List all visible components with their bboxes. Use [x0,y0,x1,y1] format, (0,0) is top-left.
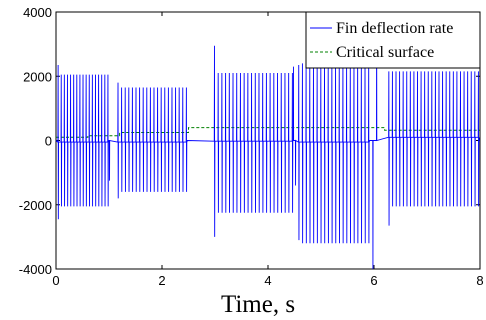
x-axis-title: Time, s [221,291,295,318]
x-tick-label: 6 [370,273,377,288]
y-tick-label: 2000 [23,69,52,84]
legend-label-critical-surface: Critical surface [336,44,434,61]
y-tick-label: -2000 [19,198,52,213]
x-tick-label: 4 [264,273,271,288]
legend-label-fin-deflection-rate: Fin deflection rate [336,20,453,37]
x-tick-label: 0 [52,273,59,288]
series-line-fin-deflection-rate [55,21,480,270]
series-line-critical-surface [56,127,480,138]
y-axis: -4000 -2000 0 2000 4000 [19,5,480,277]
legend-box [305,11,481,69]
x-tick-label: 2 [158,273,165,288]
y-tick-label: 0 [45,134,52,149]
y-tick-label: -4000 [19,262,52,277]
x-tick-label: 8 [476,273,483,288]
y-tick-label: 4000 [23,5,52,20]
legend: Fin deflection rate Critical surface [305,11,481,69]
